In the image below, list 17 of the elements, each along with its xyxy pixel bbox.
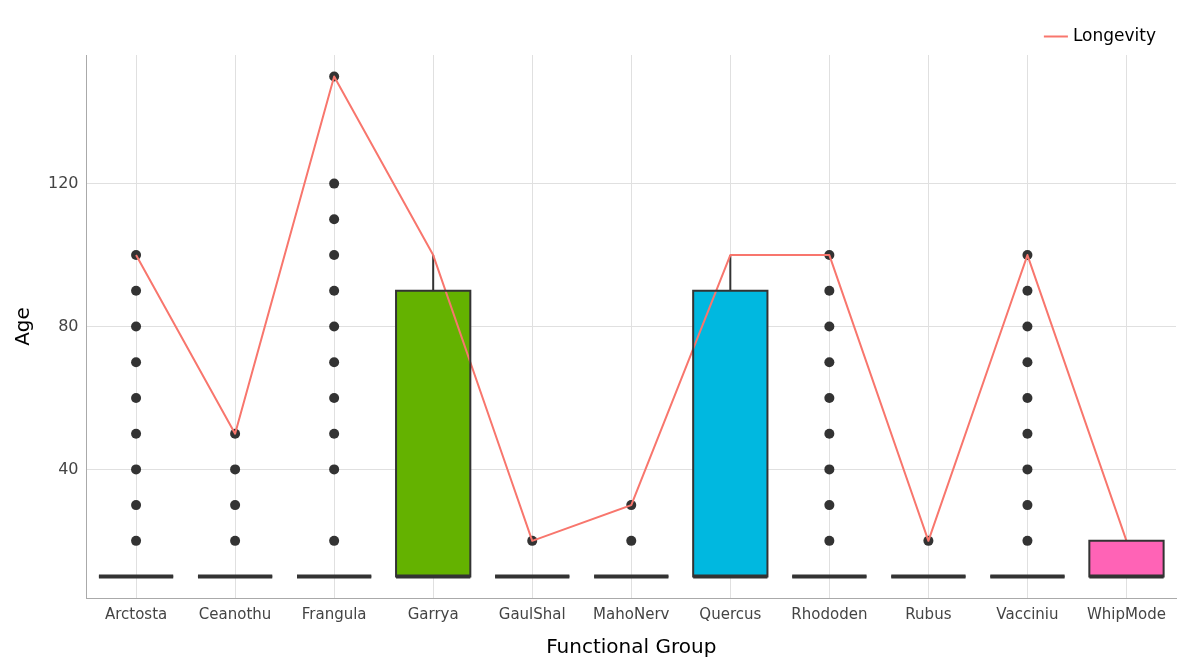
legend-label: Longevity (1072, 24, 1156, 45)
x-tick-label: GaulShal (498, 604, 566, 623)
y-tick-label: 120 (47, 172, 79, 192)
x-tick-label: Frangula (301, 604, 367, 623)
x-tick-label: Rubus (905, 604, 952, 623)
x-tick-label: MahoNerv (593, 604, 670, 623)
x-tick-label: Quercus (699, 604, 762, 623)
x-tick-label: Rhododen (791, 604, 868, 623)
y-tick-label: 80 (58, 315, 79, 335)
y-tick-label: 40 (58, 458, 79, 478)
x-tick-label: Arctosta (104, 604, 168, 623)
x-tick-label: Vacciniu (996, 604, 1059, 623)
x-tick-label: Ceanothu (198, 604, 272, 623)
x-axis-title: Functional Group (546, 634, 717, 659)
y-axis-title: Age (10, 307, 35, 346)
x-tick-label: Garrya (407, 604, 459, 623)
x-tick-label: WhipMode (1087, 604, 1166, 623)
